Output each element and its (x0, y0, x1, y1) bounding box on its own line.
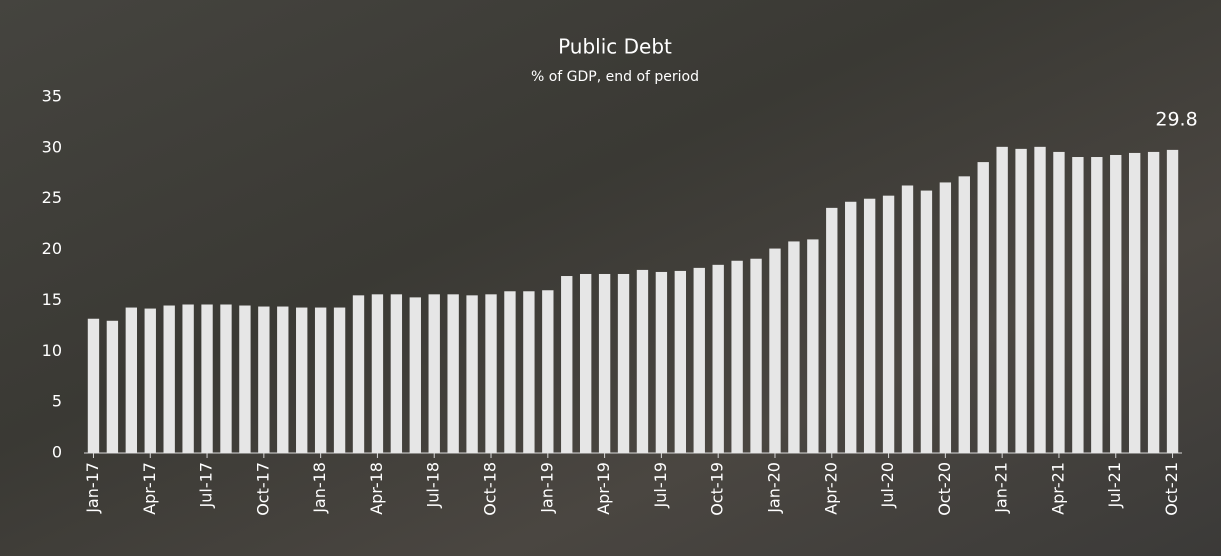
bar (618, 274, 629, 453)
bar (769, 249, 780, 453)
bar (485, 294, 496, 453)
bar (523, 291, 534, 453)
x-tick-label: Jan-20 (764, 462, 783, 514)
x-tick-label: Jul-17 (197, 462, 216, 508)
y-tick-label: 5 (52, 392, 62, 411)
bar (353, 295, 364, 453)
x-tick-label: Apr-17 (140, 462, 159, 515)
bar (164, 306, 175, 453)
x-tick-label: Jul-19 (651, 462, 670, 508)
bar (429, 294, 440, 453)
bar (713, 265, 724, 453)
bar (940, 182, 951, 453)
x-tick-label: Apr-20 (821, 462, 840, 515)
bar (959, 176, 970, 453)
bar (599, 274, 610, 453)
y-tick-label: 25 (42, 188, 62, 207)
y-tick-label: 15 (42, 290, 62, 309)
bar (864, 199, 875, 453)
x-tick-label: Jul-20 (878, 462, 897, 508)
x-tick-label: Jul-21 (1105, 462, 1124, 508)
bar (126, 308, 137, 453)
data-label: 29.8 (1155, 108, 1197, 130)
bar (978, 162, 989, 453)
chart: Public Debt % of GDP, end of period 0 5 10… (0, 0, 1221, 556)
bar (447, 294, 458, 453)
bar (258, 307, 269, 453)
bar (826, 208, 837, 453)
chart-title: Public Debt (558, 35, 672, 59)
bar (1034, 147, 1045, 453)
bar (391, 294, 402, 453)
bar (1167, 150, 1178, 453)
y-tick-label: 35 (42, 87, 62, 106)
bar (372, 294, 383, 453)
bar (883, 196, 894, 453)
x-tick-label: Apr-21 (1048, 462, 1067, 515)
bar (542, 290, 553, 453)
bar (334, 308, 345, 453)
bar (220, 304, 231, 453)
bar (145, 309, 156, 453)
x-tick-label: Oct-19 (708, 462, 727, 516)
bar (750, 259, 761, 453)
bar (788, 241, 799, 453)
y-tick-label: 20 (42, 239, 62, 258)
x-tick-label: Oct-18 (481, 462, 500, 516)
y-tick-label: 0 (52, 443, 62, 462)
x-tick-label: Jan-21 (992, 462, 1011, 514)
bar (902, 185, 913, 453)
bar (504, 291, 515, 453)
bar (1053, 152, 1064, 453)
bar (107, 321, 118, 453)
y-tick-label: 30 (42, 137, 62, 156)
bar (1015, 149, 1026, 453)
x-tick-label: Apr-18 (367, 462, 386, 515)
bar (921, 191, 932, 453)
bar (561, 276, 572, 453)
bar (296, 308, 307, 453)
x-tick-label: Oct-17 (253, 462, 272, 516)
bar (1091, 157, 1102, 453)
bar (996, 147, 1007, 453)
bar (315, 308, 326, 453)
x-tick-label: Jan-19 (537, 462, 556, 514)
bar (637, 270, 648, 453)
x-tick-label: Oct-20 (935, 462, 954, 516)
bar (1072, 157, 1083, 453)
bar (807, 239, 818, 453)
bar (694, 268, 705, 453)
bar (88, 319, 99, 453)
x-tick-label: Jan-18 (310, 462, 329, 514)
bar (410, 297, 421, 453)
bar (239, 306, 250, 453)
bar (731, 261, 742, 453)
bar (580, 274, 591, 453)
bar (182, 304, 193, 453)
bar (1148, 152, 1159, 453)
x-tick-label: Oct-21 (1162, 462, 1181, 516)
chart-subtitle: % of GDP, end of period (531, 69, 699, 85)
bar (1129, 153, 1140, 453)
bar (656, 272, 667, 453)
x-tick-label: Jul-18 (424, 462, 443, 508)
bar (201, 304, 212, 453)
bar (675, 271, 686, 453)
bar (1110, 155, 1121, 453)
bar (466, 295, 477, 453)
x-tick-label: Jan-17 (83, 462, 102, 514)
bar (277, 307, 288, 453)
page: Public Debt % of GDP, end of period 0 5 10… (0, 0, 1221, 556)
y-tick-label: 10 (42, 341, 62, 360)
x-tick-label: Apr-19 (594, 462, 613, 515)
bar (845, 202, 856, 453)
